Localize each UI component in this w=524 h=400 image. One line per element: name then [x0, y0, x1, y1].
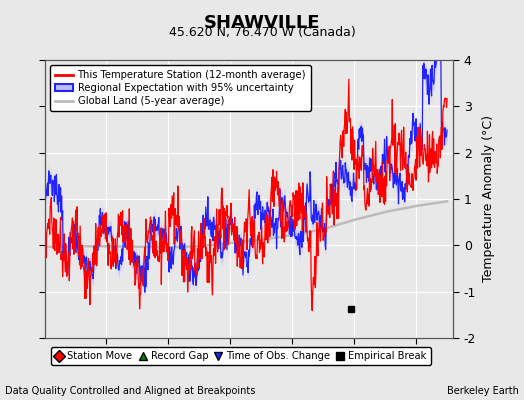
Legend: This Temperature Station (12-month average), Regional Expectation with 95% uncer: This Temperature Station (12-month avera… [50, 65, 311, 111]
Y-axis label: Temperature Anomaly (°C): Temperature Anomaly (°C) [482, 116, 495, 282]
Text: 45.620 N, 76.470 W (Canada): 45.620 N, 76.470 W (Canada) [169, 26, 355, 39]
Text: Data Quality Controlled and Aligned at Breakpoints: Data Quality Controlled and Aligned at B… [5, 386, 256, 396]
Legend: Station Move, Record Gap, Time of Obs. Change, Empirical Break: Station Move, Record Gap, Time of Obs. C… [51, 347, 431, 365]
Text: SHAWVILLE: SHAWVILLE [204, 14, 320, 32]
Text: Berkeley Earth: Berkeley Earth [447, 386, 519, 396]
